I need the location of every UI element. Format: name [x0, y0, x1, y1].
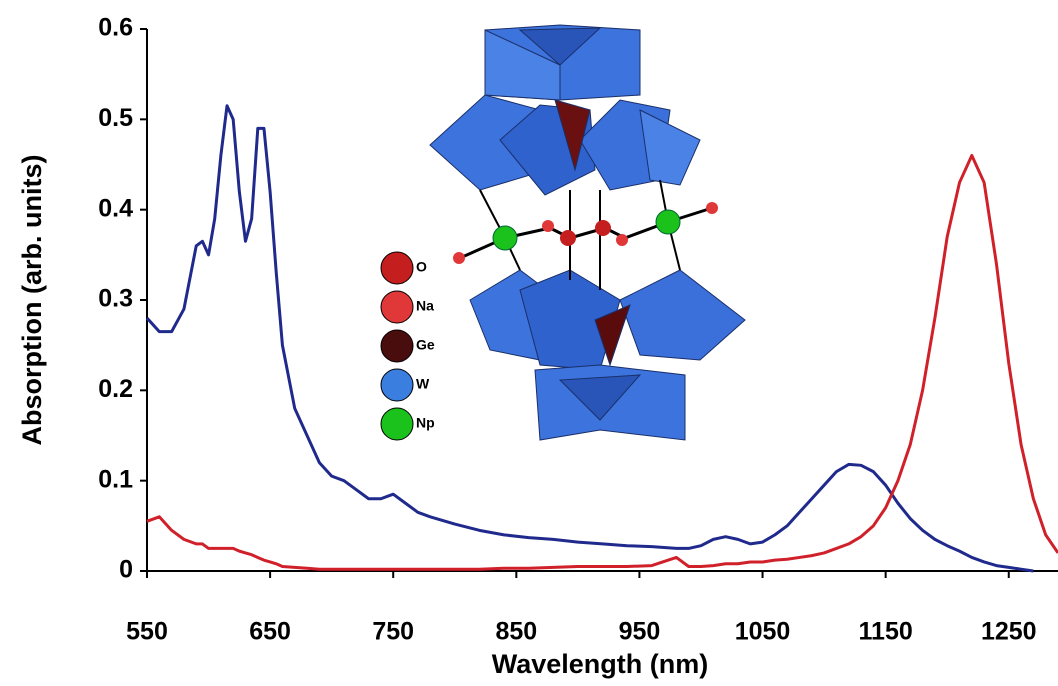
- y-tick-label: 0.5: [98, 104, 133, 132]
- y-axis-title: Absorption (arb. units): [17, 155, 47, 446]
- legend-label: Np: [416, 415, 435, 431]
- y-tick-label: 0.3: [98, 285, 133, 313]
- legend-swatch: [381, 330, 413, 362]
- y-tick-label: 0.2: [98, 375, 133, 403]
- y-tick-label: 0.4: [98, 194, 133, 222]
- x-tick-label: 550: [126, 618, 168, 646]
- chart: Wavelength (nm) Absorption (arb. units) …: [0, 0, 1058, 686]
- x-tick-label: 750: [372, 618, 414, 646]
- x-tick-label: 650: [249, 618, 291, 646]
- x-tick-label: 950: [619, 618, 661, 646]
- y-tick-label: 0.6: [98, 14, 133, 42]
- legend-label: W: [416, 376, 430, 392]
- legend-swatch: [381, 252, 413, 284]
- legend-label: Na: [416, 298, 434, 314]
- y-tick-label: 0: [119, 556, 133, 584]
- legend-swatch: [381, 369, 413, 401]
- legend-swatch: [381, 408, 413, 440]
- y-tick-label: 0.1: [98, 465, 133, 493]
- x-tick-label: 1250: [981, 618, 1037, 646]
- legend-swatch: [381, 291, 413, 323]
- x-tick-label: 1150: [859, 618, 913, 646]
- inset-structure: [430, 25, 745, 440]
- x-axis-title: Wavelength (nm): [492, 649, 709, 679]
- legend-label: Ge: [416, 337, 435, 353]
- x-tick-label: 1050: [735, 618, 791, 646]
- legend-label: O: [416, 259, 427, 275]
- x-tick-label: 850: [495, 618, 537, 646]
